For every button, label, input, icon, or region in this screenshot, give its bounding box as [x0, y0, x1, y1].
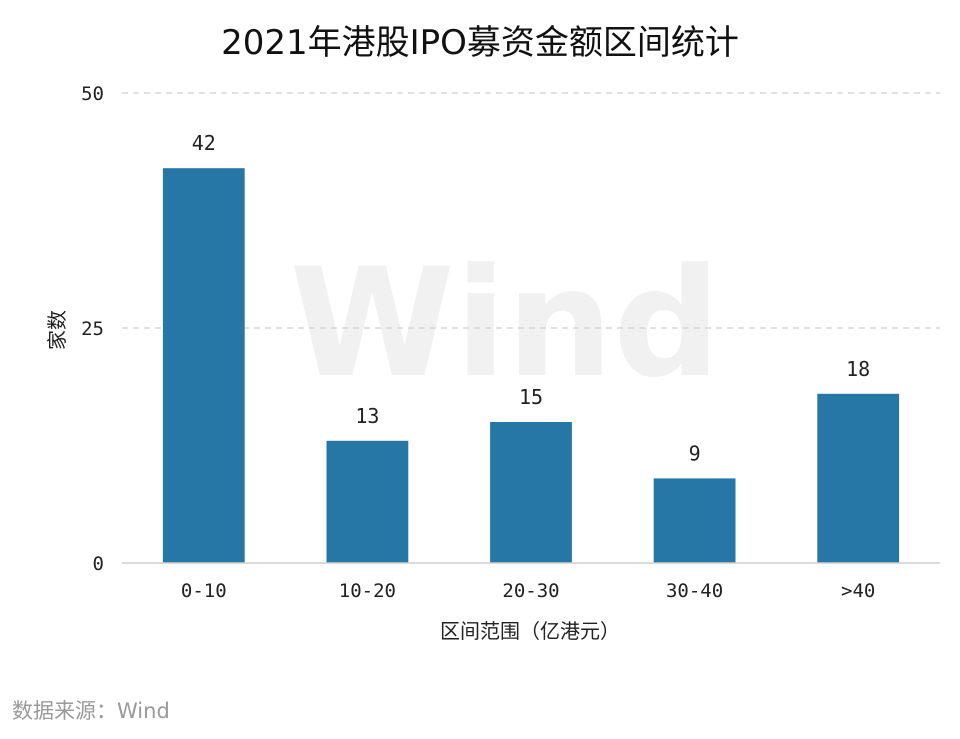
bar-value-label: 13: [355, 404, 379, 428]
y-tick-label: 0: [93, 553, 104, 575]
x-axis-ticks: 0-10 10-20 20-30 30-40 >40: [181, 580, 875, 602]
bar-20-30: [490, 422, 572, 563]
y-axis-ticks: 0 25 50: [81, 83, 104, 575]
bars: [162, 168, 900, 563]
bar-value-label: 15: [519, 385, 543, 409]
x-tick-label: 20-30: [502, 580, 559, 602]
source-note: 数据来源：Wind: [12, 699, 170, 723]
bar-10-20: [326, 440, 409, 563]
x-tick-label: 30-40: [666, 580, 723, 602]
y-tick-label: 50: [81, 83, 104, 105]
x-axis-label: 区间范围（亿港元）: [440, 619, 620, 643]
chart-title: 2021年港股IPO募资金额区间统计: [221, 23, 739, 63]
y-tick-label: 25: [81, 318, 104, 340]
x-tick-label: >40: [841, 580, 875, 602]
gridlines: [122, 92, 940, 329]
watermark: Wind: [289, 237, 720, 411]
bar-value-label: 18: [846, 357, 870, 381]
bar-value-label: 9: [689, 441, 701, 465]
x-tick-label: 10-20: [339, 580, 396, 602]
bar-value-label: 42: [192, 131, 216, 155]
bar-40: [817, 393, 900, 563]
bar-0-10: [162, 168, 245, 563]
x-tick-label: 0-10: [181, 580, 227, 602]
bar-value-labels: 42 13 15 9 18: [192, 131, 870, 465]
y-axis-label: 家数: [45, 310, 69, 350]
bar-30-40: [653, 478, 736, 563]
